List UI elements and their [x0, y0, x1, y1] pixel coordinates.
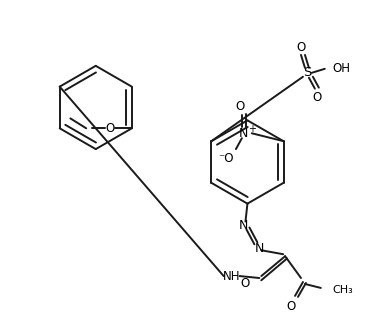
- Text: O: O: [312, 91, 321, 104]
- Text: O: O: [235, 100, 244, 113]
- Text: O: O: [287, 300, 296, 313]
- Text: +: +: [248, 124, 256, 134]
- Text: O: O: [241, 278, 250, 290]
- Text: OH: OH: [333, 62, 351, 75]
- Text: NH: NH: [223, 269, 240, 283]
- Text: N: N: [239, 219, 248, 232]
- Text: O: O: [296, 42, 306, 55]
- Text: CH₃: CH₃: [333, 285, 354, 295]
- Text: O: O: [105, 122, 115, 135]
- Text: ⁻O: ⁻O: [218, 151, 234, 164]
- Text: N: N: [239, 127, 249, 140]
- Text: S: S: [303, 66, 311, 79]
- Text: N: N: [255, 242, 264, 255]
